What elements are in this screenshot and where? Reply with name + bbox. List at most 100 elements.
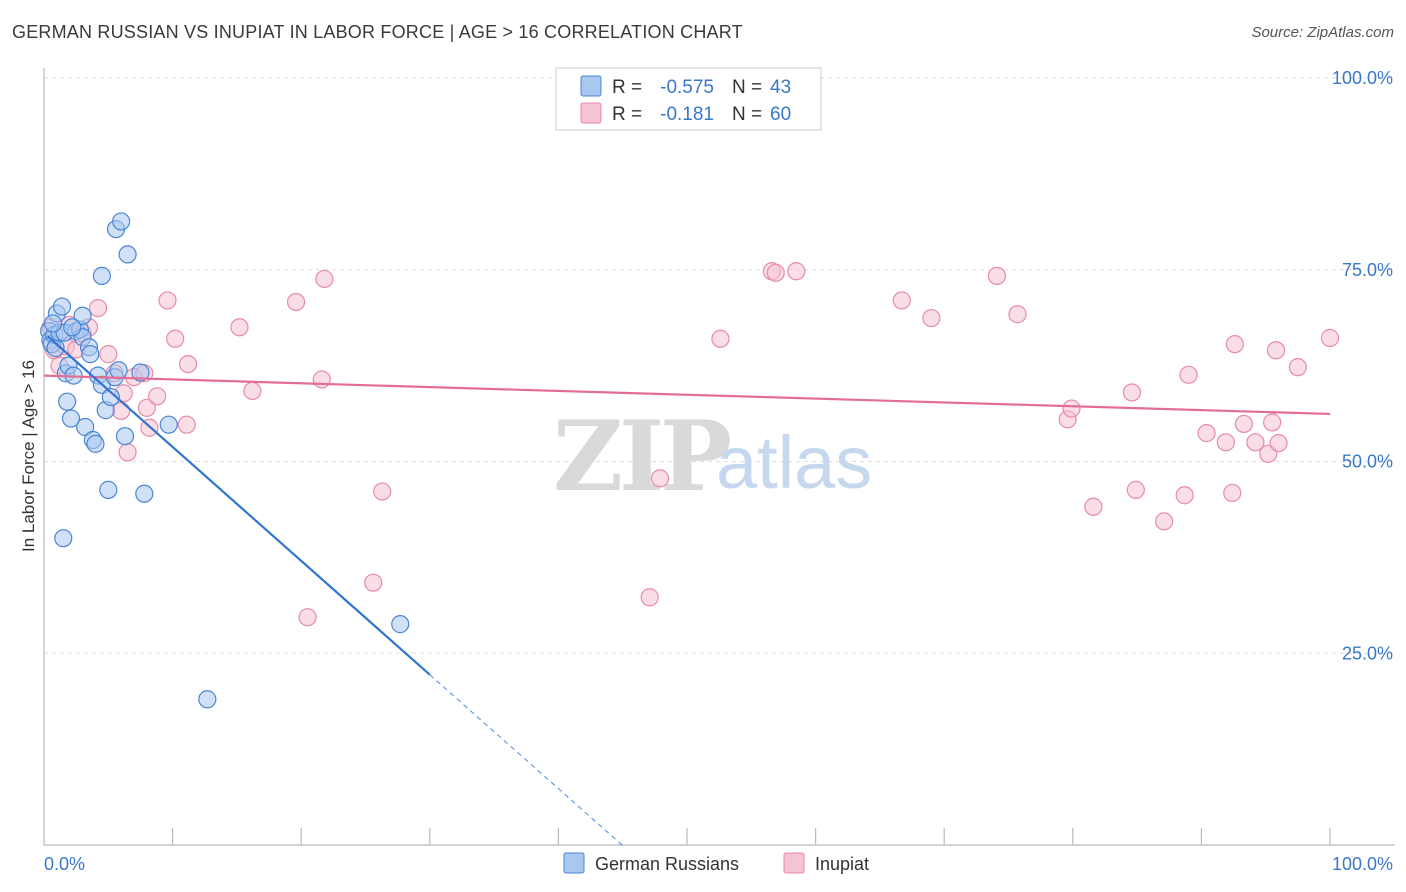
data-point [1320,328,1340,348]
data-point [177,415,196,434]
legend-n-value-2: 60 [770,104,791,125]
data-point [1126,480,1145,499]
data-point [312,370,331,389]
data-point [711,329,730,348]
data-point [766,263,785,282]
data-point [1179,365,1198,384]
y-tick-label: 25.0% [1342,643,1393,663]
data-point [787,262,806,281]
data-point [198,690,217,709]
data-point [159,415,178,434]
data-point [1288,358,1307,377]
german-russians-points [40,212,410,709]
data-point [230,318,249,337]
data-point [137,398,156,417]
data-point [43,314,63,333]
data-point [1175,486,1194,505]
data-point [1008,305,1027,324]
legend-swatch-inupiat [580,102,602,124]
bottom-legend-swatch-inupiat [783,852,805,874]
data-point [640,588,659,607]
source-credit: Source: ZipAtlas.com [1251,24,1394,41]
data-point [131,363,150,382]
data-point [112,212,131,231]
data-point [61,409,81,428]
y-tick-labels: 100.0% 75.0% 50.0% 25.0% [1332,68,1393,663]
data-point [286,292,306,312]
data-point [63,318,82,337]
data-point [166,329,185,348]
data-point [118,245,137,264]
legend-r-label-1: R = [612,77,642,98]
x-tick-label-min: 0.0% [44,854,85,874]
data-point [650,469,670,488]
data-point [86,434,105,453]
data-point [109,361,128,380]
data-point [148,387,167,406]
y-axis-label: In Labor Force | Age > 16 [19,360,38,552]
data-point [1223,483,1242,503]
data-point [1155,512,1174,531]
data-point [298,608,317,627]
data-point [922,308,941,328]
watermark-zip: ZIP [553,400,730,513]
data-point [158,291,177,310]
x-tick-label-max: 100.0% [1332,854,1393,874]
y-tick-label: 75.0% [1342,260,1393,280]
data-point [1197,424,1216,443]
data-point [243,381,262,401]
data-point [1234,414,1253,434]
watermark-atlas: atlas [716,421,872,504]
data-point [118,443,137,462]
y-tick-label: 50.0% [1342,452,1393,472]
watermark: ZIP atlas [553,400,872,513]
data-point [1263,413,1282,432]
data-point [58,392,77,411]
legend-swatch-german-russians [580,75,602,97]
legend-n-label-2: N = [732,104,762,125]
top-legend: R = -0.575 N = 43 R = -0.181 N = 60 [555,67,822,131]
data-point [892,291,911,310]
data-point [373,482,392,501]
bottom-legend-label-inupiat: Inupiat [815,854,869,874]
axis-layer [43,68,1395,846]
data-point [1122,383,1142,402]
data-point [99,480,118,499]
trend-line-inupiat [43,374,1331,416]
data-point [315,269,334,289]
data-point [92,266,111,285]
data-point [1225,335,1244,354]
bottom-legend: German Russians Inupiat [563,852,869,874]
trend-lines [43,335,1331,847]
chart-title: GERMAN RUSSIAN VS INUPIAT IN LABOR FORCE… [12,22,743,42]
data-point [1269,433,1288,453]
legend-r-value-1: -0.575 [660,77,714,98]
data-point [88,299,108,318]
data-point [364,573,383,592]
data-point [391,615,410,634]
data-point [1084,497,1103,516]
legend-r-label-2: R = [612,104,642,125]
data-point [73,306,92,325]
data-point [987,266,1007,285]
data-point [1216,433,1235,452]
trend-line-german-russians [47,335,431,676]
data-point [101,387,120,407]
data-point [1246,433,1265,452]
data-point [99,345,118,364]
y-tick-label: 100.0% [1332,68,1393,88]
legend-n-value-1: 43 [770,77,791,98]
bottom-legend-label-german-russians: German Russians [595,854,739,874]
data-point [135,484,154,503]
trend-line-german-russians-extension [429,674,624,847]
data-point [52,297,72,316]
data-point [115,427,135,446]
legend-r-value-2: -0.181 [660,104,714,125]
data-point [54,529,73,548]
data-point [178,354,198,374]
data-point [81,345,100,364]
bottom-legend-swatch-german-russians [563,852,585,874]
data-point [1266,341,1286,360]
data-point [1062,399,1081,418]
